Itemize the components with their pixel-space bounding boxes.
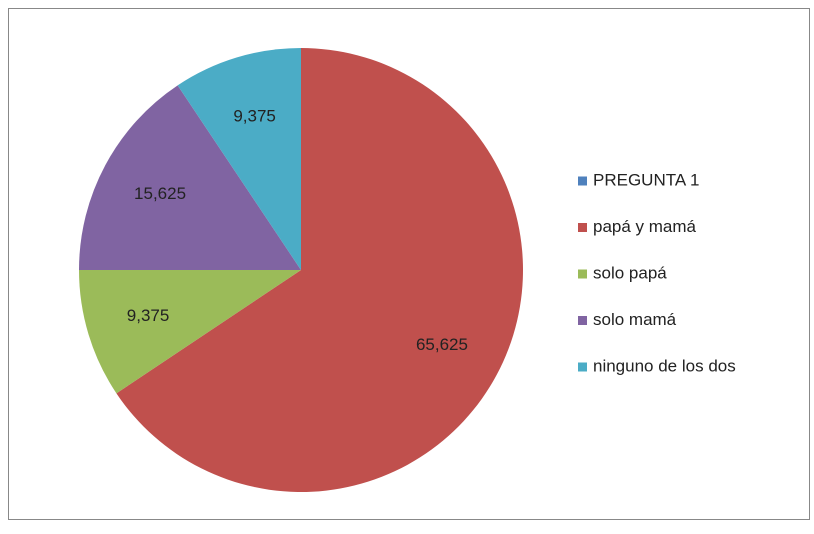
legend-swatch — [578, 269, 587, 279]
data-label: 9,375 — [127, 306, 170, 325]
data-label: 15,625 — [134, 184, 186, 203]
legend-label: papá y mamá — [593, 217, 697, 236]
legend-label: PREGUNTA 1 — [593, 170, 699, 189]
legend-swatch — [578, 362, 587, 372]
legend-swatch — [578, 223, 587, 232]
pie-slice — [79, 85, 301, 270]
pie-slice — [116, 48, 523, 493]
legend-label: solo papá — [593, 263, 667, 282]
legend-swatch — [578, 176, 587, 186]
legend-label: ninguno de los dos — [593, 356, 736, 375]
data-label: 65,625 — [416, 335, 468, 354]
pie-slice — [177, 48, 301, 270]
legend-label: solo mamá — [593, 310, 677, 329]
data-label: 9,375 — [233, 107, 276, 126]
pie-slice — [79, 270, 301, 394]
legend-swatch — [578, 316, 587, 325]
